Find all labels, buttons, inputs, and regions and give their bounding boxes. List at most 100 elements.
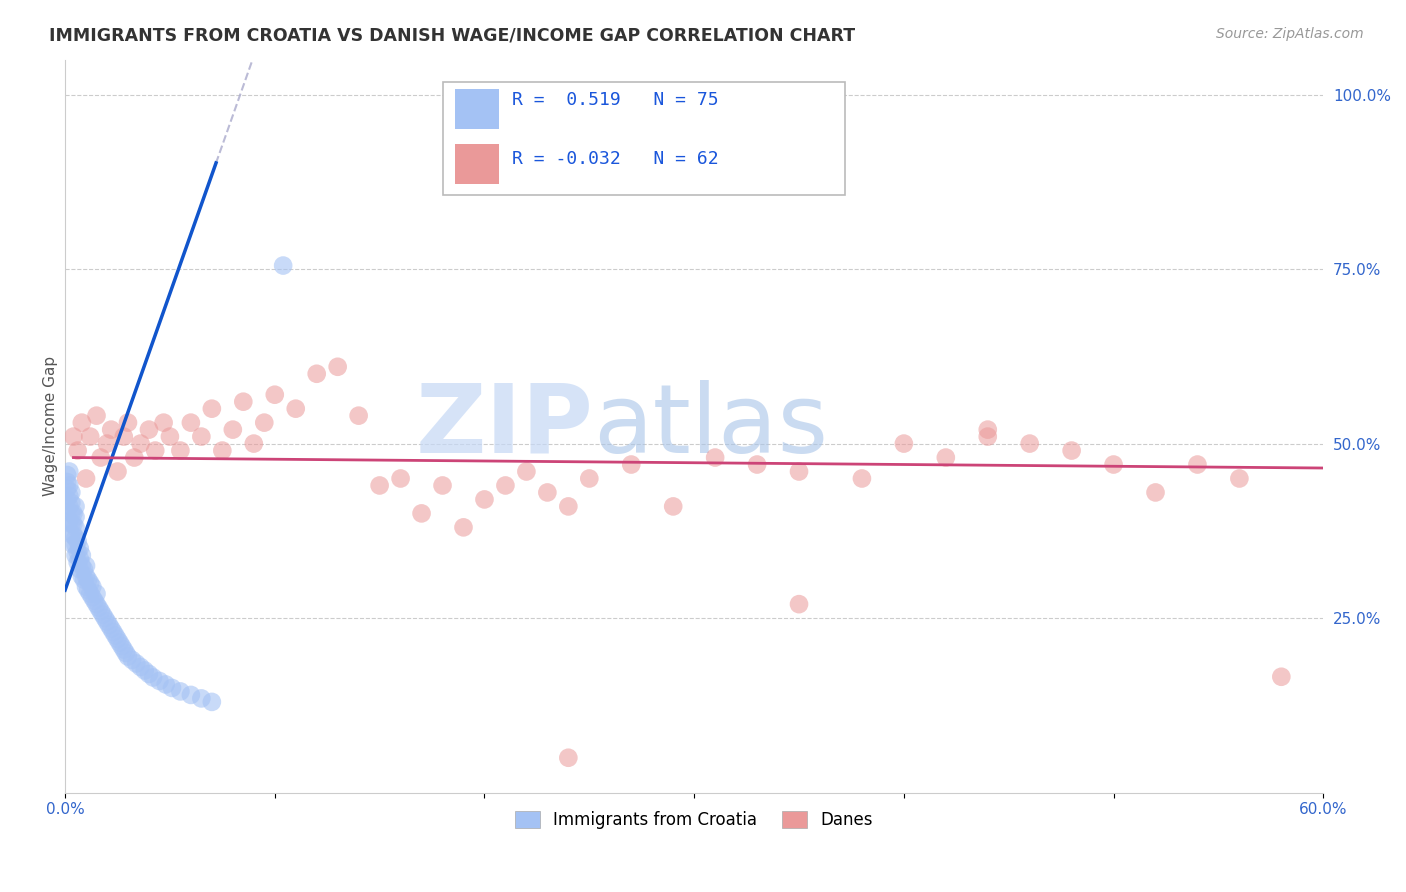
Point bbox=[284, 401, 307, 416]
Point bbox=[73, 562, 96, 576]
Point bbox=[56, 482, 79, 496]
Point bbox=[70, 558, 93, 573]
Point bbox=[65, 549, 87, 563]
Point bbox=[70, 569, 93, 583]
Point bbox=[75, 471, 97, 485]
Point bbox=[96, 436, 118, 450]
Point bbox=[60, 496, 83, 510]
Point bbox=[60, 527, 83, 541]
Point bbox=[1187, 458, 1209, 472]
Point bbox=[90, 604, 112, 618]
Point bbox=[111, 639, 134, 653]
Point bbox=[305, 367, 328, 381]
Point bbox=[787, 465, 810, 479]
Point bbox=[935, 450, 957, 465]
Point bbox=[125, 657, 148, 671]
Point bbox=[117, 649, 139, 664]
Point bbox=[134, 664, 156, 678]
Point bbox=[159, 429, 181, 443]
Point bbox=[1229, 471, 1251, 485]
Point bbox=[104, 629, 127, 643]
Point bbox=[557, 500, 579, 514]
FancyBboxPatch shape bbox=[456, 89, 499, 129]
Point bbox=[851, 471, 873, 485]
FancyBboxPatch shape bbox=[443, 81, 845, 195]
Point bbox=[58, 513, 80, 527]
Point bbox=[1102, 458, 1125, 472]
Point bbox=[662, 500, 685, 514]
Point bbox=[453, 520, 475, 534]
Point bbox=[160, 681, 183, 695]
Point bbox=[201, 695, 224, 709]
Point bbox=[65, 531, 87, 545]
Point bbox=[77, 573, 100, 587]
Point bbox=[94, 611, 117, 625]
Point bbox=[98, 618, 121, 632]
Point bbox=[66, 555, 89, 569]
Point bbox=[73, 573, 96, 587]
Point bbox=[389, 471, 412, 485]
Point bbox=[893, 436, 915, 450]
Point bbox=[432, 478, 454, 492]
Point bbox=[148, 673, 170, 688]
Point bbox=[66, 443, 89, 458]
Point bbox=[108, 635, 131, 649]
Point bbox=[79, 429, 101, 443]
Point bbox=[704, 450, 727, 465]
Point bbox=[557, 750, 579, 764]
Point bbox=[69, 562, 91, 576]
Point bbox=[122, 450, 145, 465]
Point bbox=[100, 423, 122, 437]
Point bbox=[79, 576, 101, 591]
Point bbox=[169, 443, 191, 458]
Point bbox=[411, 507, 433, 521]
Point bbox=[75, 558, 97, 573]
Point bbox=[58, 489, 80, 503]
FancyBboxPatch shape bbox=[456, 144, 499, 185]
Point bbox=[143, 443, 166, 458]
Point bbox=[232, 394, 254, 409]
Point bbox=[65, 500, 87, 514]
Point bbox=[536, 485, 558, 500]
Point bbox=[62, 527, 84, 541]
Point bbox=[75, 569, 97, 583]
Text: R = -0.032   N = 62: R = -0.032 N = 62 bbox=[512, 150, 718, 168]
Point bbox=[66, 534, 89, 549]
Point bbox=[129, 660, 152, 674]
Text: atlas: atlas bbox=[593, 380, 828, 473]
Point bbox=[222, 423, 245, 437]
Point bbox=[190, 429, 212, 443]
Point bbox=[1270, 670, 1292, 684]
Point bbox=[70, 416, 93, 430]
Point bbox=[1060, 443, 1083, 458]
Point bbox=[69, 541, 91, 556]
Point bbox=[152, 416, 174, 430]
Point bbox=[62, 538, 84, 552]
Point bbox=[62, 516, 84, 531]
Point bbox=[65, 538, 87, 552]
Point bbox=[75, 580, 97, 594]
Point bbox=[90, 450, 112, 465]
Point bbox=[86, 597, 108, 611]
Point bbox=[62, 429, 84, 443]
Point bbox=[69, 551, 91, 566]
Point bbox=[977, 423, 1000, 437]
Point bbox=[271, 259, 294, 273]
Text: Source: ZipAtlas.com: Source: ZipAtlas.com bbox=[1216, 27, 1364, 41]
Point bbox=[60, 516, 83, 531]
Point bbox=[103, 625, 125, 640]
Point bbox=[1018, 436, 1040, 450]
Point bbox=[142, 670, 165, 684]
Point bbox=[243, 436, 266, 450]
Point bbox=[474, 492, 496, 507]
Point bbox=[138, 423, 160, 437]
Point bbox=[368, 478, 391, 492]
Point bbox=[86, 409, 108, 423]
Point bbox=[347, 409, 370, 423]
Point bbox=[65, 520, 87, 534]
Point bbox=[65, 509, 87, 524]
Point bbox=[107, 632, 129, 646]
Point bbox=[87, 600, 110, 615]
Point bbox=[977, 429, 1000, 443]
Point bbox=[60, 507, 83, 521]
